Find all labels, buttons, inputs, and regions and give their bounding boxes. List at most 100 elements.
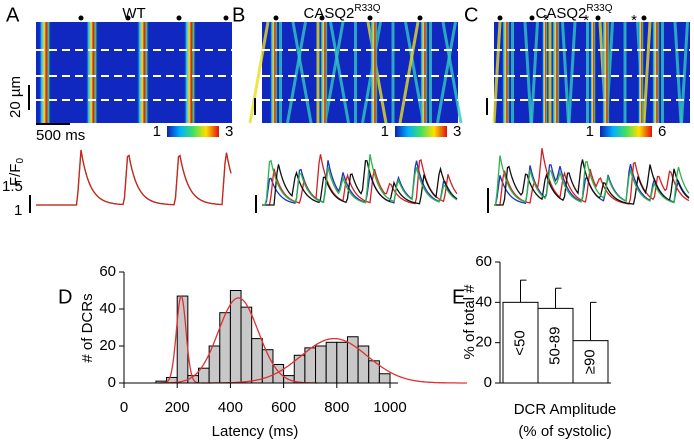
wavefront [561,21,570,124]
wavefront [370,22,378,123]
trace [494,159,690,206]
colorbar [600,126,652,137]
category-label: <50 [511,330,528,355]
trace-tick-label: 1 [14,202,22,219]
panel-label: B [232,4,245,26]
wavefront [642,21,652,124]
stimulus-dot [417,15,423,21]
wavefront [137,22,149,123]
trace [36,149,232,206]
wavefront [39,22,51,123]
wavefront [652,22,660,123]
histogram-bar [325,341,338,384]
category-label: 50-89 [546,327,563,365]
colorbar-max: 6 [658,123,666,140]
y-tick-label: 0 [484,374,492,391]
space-scale-label: 20 µm [7,76,24,118]
panel-title: WT [122,5,145,22]
colorbar-min: 1 [153,123,161,140]
histogram-bar [304,347,317,384]
wavefront [86,22,98,123]
wavefront [530,21,539,124]
x-tick-label: 1000 [373,399,406,416]
event-marker: * [543,12,549,29]
wavefront [270,22,278,123]
panel-label: A [6,4,20,26]
time-scale-label: 500 ms [36,127,85,144]
title-superscript: R33Q [586,3,612,14]
colorbar [395,126,447,137]
y-axis-label: # of DCRs [79,293,96,362]
wavefront [673,21,683,124]
trace [262,159,458,206]
stimulus-dot [367,15,373,21]
stimulus-dot [176,15,182,21]
y-tick-label: 20 [99,337,116,354]
panel-label: E [452,286,465,308]
image-background [36,22,232,123]
histogram-bar [336,341,348,384]
wavefront [638,22,644,123]
y-tick-label: 60 [475,253,492,270]
wavefront [552,22,560,123]
category-label: ≥90 [581,349,598,374]
trace [494,155,690,206]
fit-curve [201,337,467,384]
wavefront [286,21,307,124]
calcium-traces [36,149,232,206]
stimulus-dot [497,15,503,21]
histogram-bar [315,345,327,384]
trace [36,149,232,206]
stimulus-dot [223,15,229,21]
wavefront [248,21,270,124]
fit-curve [161,294,201,384]
bar [502,301,539,384]
histogram-bar [240,306,253,384]
wavefront [184,22,196,123]
wavefront [320,22,328,123]
stimulus-dot [319,15,325,21]
x-axis-label: (% of systolic) [518,423,611,440]
colorbar-max: 3 [225,123,233,140]
wavefront [329,21,350,124]
wavefront [602,22,610,123]
y-tick-label: 40 [99,300,116,317]
fit-curve [158,297,319,384]
stimulus-dot [595,15,601,21]
trace [262,154,458,206]
histogram-bar [346,336,359,384]
x-tick-label: 800 [324,399,349,416]
histogram-bar [251,338,263,384]
x-axis-label: Latency (ms) [212,423,299,440]
stimulus-dot [273,15,279,21]
line-scan-image [492,21,690,124]
colorbar-max: 3 [453,123,461,140]
colorbar-min: 1 [381,123,389,140]
wavefront [398,21,420,124]
colorbar [167,126,219,137]
y-tick-label: 20 [475,334,492,351]
trace-axis-label: F/F0 [7,158,26,187]
calcium-traces [262,154,458,206]
x-tick-label: 600 [271,399,296,416]
x-axis-label: DCR Amplitude [514,401,617,418]
histogram-bar [229,290,242,384]
wavefront [436,21,457,124]
wavefront [420,22,428,123]
wavefront [590,22,596,123]
trace-axis-subscript: 0 [15,158,26,164]
wavefront [523,21,533,124]
line-scan-image [36,22,232,123]
stimulus-dot [641,15,647,21]
histogram-bar [378,373,391,384]
calcium-traces [494,148,690,206]
trace [262,154,458,206]
wavefront [492,21,502,124]
wavefront [441,21,463,124]
event-marker: * [631,12,637,29]
y-axis-label: % of total # [461,284,478,360]
histogram-bar [357,345,370,384]
stimulus-dot [529,15,535,21]
